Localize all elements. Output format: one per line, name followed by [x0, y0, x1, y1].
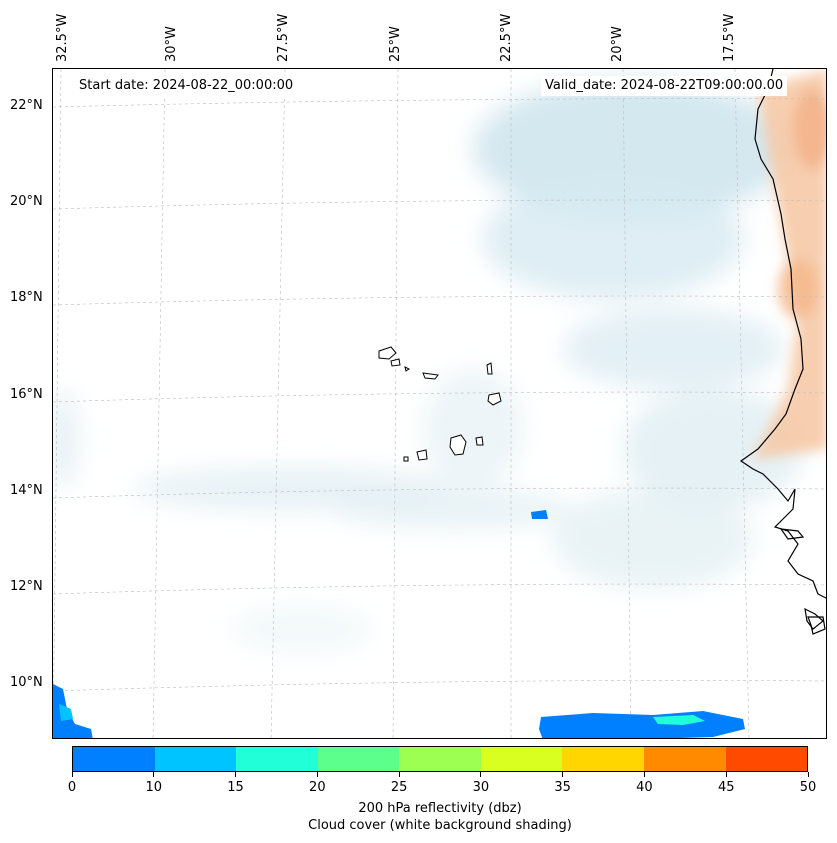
colorbar-segment: [399, 747, 481, 771]
colorbar-tick-mark: [807, 772, 809, 777]
colorbar-tick-label: 45: [717, 780, 735, 795]
gridlines: [53, 69, 826, 738]
colorbar-segment: [480, 747, 563, 771]
colorbar-tick-mark: [316, 772, 318, 777]
colorbar-segment: [725, 747, 808, 771]
colorbar-tick-label: 30: [472, 780, 490, 795]
colorbar-tick-mark: [562, 772, 564, 777]
map-svg: [53, 69, 826, 738]
colorbar-tick-mark: [398, 772, 400, 777]
lon-label-22-5w: 22.5°W: [499, 13, 514, 62]
colorbar-tick-label: 40: [636, 780, 653, 795]
colorbar-tick-mark: [725, 772, 727, 777]
cloud-cover-shading: [53, 79, 803, 654]
lat-label-16n: 16°N: [10, 387, 43, 402]
colorbar-tick-label: 20: [309, 780, 326, 795]
colorbar-tick-label: 15: [227, 780, 244, 795]
colorbar-segment: [73, 747, 155, 771]
colorbar-segment: [643, 747, 726, 771]
start-date-label: Start date: 2024-08-22_00:00:00: [75, 76, 298, 96]
colorbar-tick-label: 0: [67, 780, 77, 795]
lat-label-14n: 14°N: [10, 483, 43, 498]
lat-label-20n: 20°N: [10, 194, 43, 209]
colorbar-label: 200 hPa reflectivity (dbz): [358, 801, 522, 816]
coastlines: [739, 69, 826, 635]
colorbar-tick-mark: [235, 772, 237, 777]
reflectivity-colorbar: [72, 746, 808, 772]
colorbar-tick-label: 35: [554, 780, 571, 795]
colorbar-tick-mark: [480, 772, 482, 777]
lon-label-27-5w: 27.5°W: [276, 13, 291, 62]
cape-verde-islands: [378, 346, 502, 462]
colorbar-segment: [317, 747, 400, 771]
valid-date-label: Valid_date: 2024-08-22T09:00:00.00: [541, 76, 788, 96]
reflectivity-echoes: [53, 510, 745, 738]
lon-label-17-5w: 17.5°W: [722, 13, 737, 62]
lat-label-10n: 10°N: [10, 675, 43, 690]
colorbar-segment: [236, 747, 318, 771]
colorbar-sublabel: Cloud cover (white background shading): [308, 818, 572, 833]
colorbar-tick-mark: [643, 772, 645, 777]
lat-label-22n: 22°N: [10, 98, 43, 113]
lon-label-32-5w: 32.5°W: [55, 13, 70, 62]
lon-label-20w: 20°W: [610, 26, 625, 62]
lon-label-25w: 25°W: [388, 26, 403, 62]
lat-label-12n: 12°N: [10, 579, 43, 594]
map-canvas[interactable]: [52, 68, 827, 739]
colorbar-tick-label: 10: [145, 780, 163, 795]
lat-label-18n: 18°N: [10, 290, 43, 305]
lon-label-30w: 30°W: [164, 26, 179, 62]
colorbar-tick-mark: [153, 772, 155, 777]
colorbar-tick-mark: [71, 772, 73, 777]
colorbar-segment: [154, 747, 237, 771]
colorbar-tick-label: 50: [799, 780, 817, 795]
colorbar-segment: [562, 747, 644, 771]
colorbar-tick-label: 25: [390, 780, 408, 795]
